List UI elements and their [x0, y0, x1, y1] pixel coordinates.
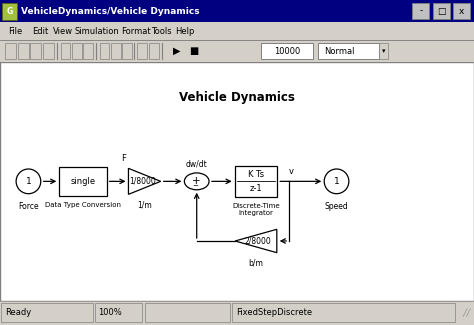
- Text: Edit: Edit: [32, 27, 48, 35]
- Text: Vehicle Dynamics: Vehicle Dynamics: [179, 91, 295, 104]
- Text: K Ts: K Ts: [248, 170, 264, 179]
- Text: 1/m: 1/m: [137, 200, 152, 209]
- Text: 1: 1: [26, 177, 31, 186]
- Text: single: single: [70, 177, 96, 186]
- FancyBboxPatch shape: [111, 43, 121, 59]
- Text: Discrete-Time
Integrator: Discrete-Time Integrator: [232, 203, 280, 216]
- Text: 1/8000: 1/8000: [129, 177, 155, 186]
- Text: G: G: [6, 6, 13, 16]
- Text: +: +: [192, 176, 201, 186]
- FancyBboxPatch shape: [0, 301, 474, 325]
- Text: Data Type Conversion: Data Type Conversion: [45, 202, 121, 208]
- FancyBboxPatch shape: [235, 166, 277, 197]
- Text: FixedStepDiscrete: FixedStepDiscrete: [236, 308, 312, 317]
- FancyBboxPatch shape: [0, 22, 474, 40]
- FancyBboxPatch shape: [2, 3, 17, 20]
- Text: -: -: [419, 6, 422, 16]
- FancyBboxPatch shape: [30, 43, 41, 59]
- Text: File: File: [9, 27, 23, 35]
- Circle shape: [184, 173, 209, 190]
- FancyBboxPatch shape: [1, 303, 93, 322]
- Text: Force: Force: [18, 202, 39, 211]
- Text: Normal: Normal: [324, 46, 354, 56]
- FancyBboxPatch shape: [59, 167, 107, 196]
- FancyBboxPatch shape: [318, 43, 379, 59]
- FancyBboxPatch shape: [61, 43, 70, 59]
- FancyBboxPatch shape: [0, 0, 474, 22]
- Text: z-1: z-1: [250, 184, 262, 193]
- FancyBboxPatch shape: [433, 3, 450, 19]
- Ellipse shape: [324, 169, 349, 194]
- FancyBboxPatch shape: [232, 303, 455, 322]
- Text: 1: 1: [334, 177, 339, 186]
- FancyBboxPatch shape: [83, 43, 93, 59]
- FancyBboxPatch shape: [261, 43, 313, 59]
- Text: ■: ■: [190, 46, 199, 56]
- FancyBboxPatch shape: [137, 43, 147, 59]
- Text: □: □: [437, 6, 446, 16]
- FancyBboxPatch shape: [0, 40, 474, 62]
- Text: ▾: ▾: [382, 48, 385, 54]
- Text: −: −: [192, 183, 199, 189]
- Text: x: x: [459, 6, 465, 16]
- FancyBboxPatch shape: [122, 43, 132, 59]
- Text: Speed: Speed: [325, 202, 348, 211]
- Text: F: F: [121, 154, 126, 163]
- Text: View: View: [53, 27, 73, 35]
- FancyBboxPatch shape: [72, 43, 82, 59]
- Text: Tools: Tools: [151, 27, 172, 35]
- FancyBboxPatch shape: [5, 43, 16, 59]
- Text: ▶: ▶: [173, 46, 181, 56]
- Text: v: v: [289, 167, 294, 176]
- Text: Simulation: Simulation: [75, 27, 119, 35]
- FancyBboxPatch shape: [43, 43, 54, 59]
- Text: VehicleDynamics/Vehicle Dynamics: VehicleDynamics/Vehicle Dynamics: [21, 6, 200, 16]
- FancyBboxPatch shape: [145, 303, 230, 322]
- FancyBboxPatch shape: [0, 62, 474, 301]
- Ellipse shape: [16, 169, 41, 194]
- FancyBboxPatch shape: [412, 3, 429, 19]
- Text: 10000: 10000: [273, 46, 300, 56]
- Text: Help: Help: [175, 27, 195, 35]
- Text: 2/8000: 2/8000: [245, 237, 272, 245]
- Text: b/m: b/m: [248, 259, 264, 267]
- FancyBboxPatch shape: [100, 43, 109, 59]
- FancyBboxPatch shape: [453, 3, 470, 19]
- Text: dw/dt: dw/dt: [186, 159, 208, 168]
- FancyBboxPatch shape: [95, 303, 142, 322]
- Polygon shape: [235, 229, 277, 253]
- FancyBboxPatch shape: [149, 43, 159, 59]
- Text: Ready: Ready: [5, 308, 31, 317]
- FancyBboxPatch shape: [18, 43, 29, 59]
- Text: ╱╱: ╱╱: [463, 309, 471, 317]
- Polygon shape: [128, 168, 161, 194]
- FancyBboxPatch shape: [379, 43, 388, 59]
- Text: Format: Format: [121, 27, 151, 35]
- Text: 100%: 100%: [99, 308, 122, 317]
